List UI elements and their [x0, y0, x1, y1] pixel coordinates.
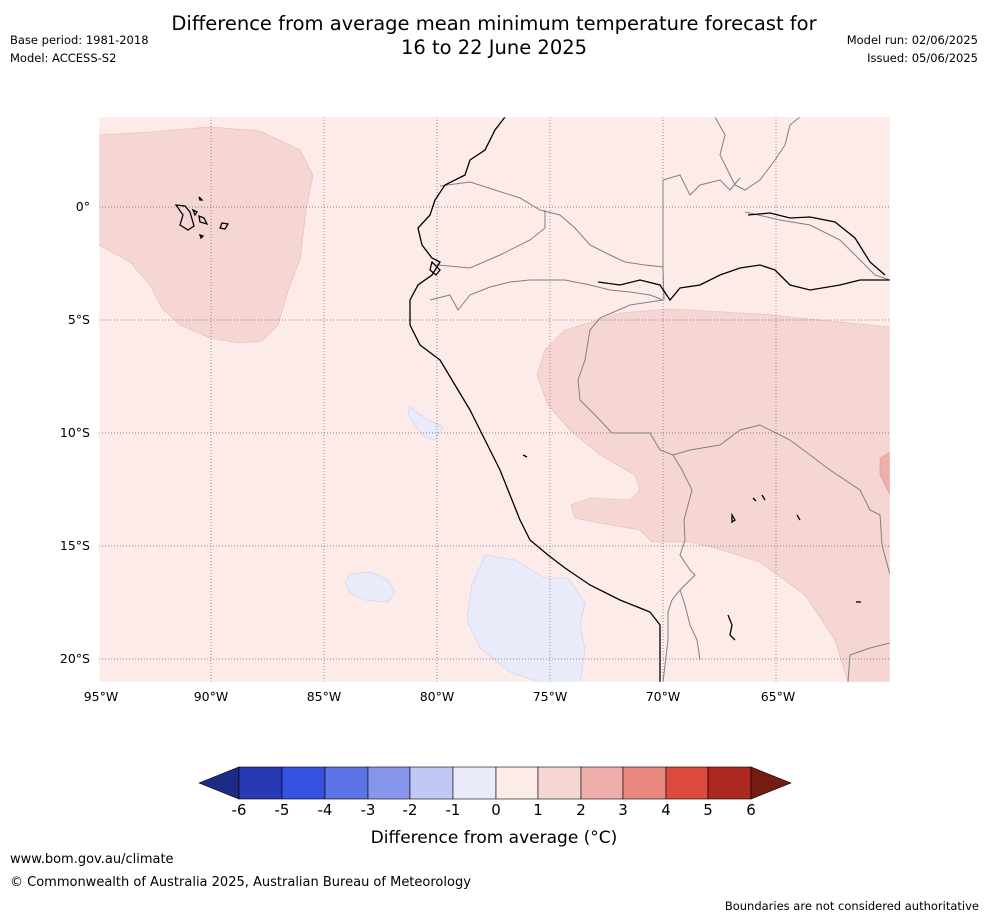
colorbar-tick: 2 [576, 801, 586, 819]
colorbar-cell [324, 766, 369, 800]
base-period-text: Base period: 1981-2018 [10, 33, 149, 47]
lon-label-85w: 85°W [306, 689, 342, 704]
anomaly-neg1-to-0-b [344, 571, 396, 603]
meta-right: Model run: 02/06/2025 Issued: 05/06/2025 [847, 31, 978, 67]
colorbar-extend-low [198, 766, 240, 800]
colorbar-tick: 3 [618, 801, 628, 819]
model-run-text: Model run: 02/06/2025 [846, 33, 978, 47]
colorbar-tick: -5 [274, 801, 290, 819]
coastlines [174, 117, 890, 682]
colorbar-tick: 0 [491, 801, 501, 819]
colorbar-tick: -3 [360, 801, 376, 819]
title-line-2: 16 to 22 June 2025 [400, 36, 588, 59]
model-text: Model: ACCESS-S2 [10, 51, 117, 65]
lat-label-10s: 10°S [59, 425, 90, 440]
map-area [99, 117, 890, 682]
lat-label-15s: 15°S [59, 538, 90, 553]
colorbar-cell [495, 766, 539, 800]
lon-label-70w: 70°W [645, 689, 681, 704]
country-borders [429, 117, 890, 682]
footer-disclaimer: Boundaries are not considered authoritat… [724, 899, 979, 913]
colorbar-cell [409, 766, 454, 800]
colorbar-tick: -6 [231, 801, 247, 819]
colorbar-tick: 6 [746, 801, 756, 819]
footer-url: www.bom.gov.au/climate [10, 852, 174, 867]
colorbar-cell [367, 766, 411, 800]
colorbar-extend-high [750, 766, 792, 800]
colorbar-tick: 4 [661, 801, 671, 819]
colorbar-tick: 1 [533, 801, 543, 819]
colorbar-cell [622, 766, 667, 800]
gridlines [99, 117, 890, 682]
colorbar-cell [281, 766, 326, 800]
anomaly-2-to-3-east [879, 451, 890, 496]
colorbar-tick: 5 [703, 801, 713, 819]
page-title: Difference from average mean minimum tem… [0, 12, 988, 60]
lat-label-5s: 5°S [67, 312, 90, 327]
colorbar-cell [452, 766, 497, 800]
footer-copyright: © Commonwealth of Australia 2025, Austra… [10, 875, 471, 890]
colorbar-tick: -2 [402, 801, 418, 819]
colorbar-tick: -4 [317, 801, 333, 819]
lon-label-95w: 95°W [83, 689, 119, 704]
anomaly-neg1-to-0-c [466, 554, 586, 682]
title-line-1: Difference from average mean minimum tem… [171, 12, 817, 35]
anomaly-neg1-to-0-a [407, 406, 444, 441]
lon-label-75w: 75°W [532, 689, 568, 704]
lon-label-90w: 90°W [193, 689, 229, 704]
anomaly-1-to-2-west [99, 126, 314, 344]
lat-label-20s: 20°S [59, 651, 90, 666]
lon-label-65w: 65°W [760, 689, 796, 704]
colorbar-cell [537, 766, 582, 800]
colorbar-title: Difference from average (°C) [370, 828, 618, 848]
lon-label-80w: 80°W [419, 689, 455, 704]
issued-text: Issued: 05/06/2025 [867, 51, 978, 65]
meta-left: Base period: 1981-2018 Model: ACCESS-S2 [10, 31, 149, 67]
anomaly-1-to-2-east [536, 308, 890, 682]
colorbar-cell [665, 766, 709, 800]
colorbar-tick: -1 [445, 801, 461, 819]
colorbar-cell [580, 766, 624, 800]
lat-label-0: 0° [75, 199, 90, 214]
colorbar-cell [238, 766, 283, 800]
colorbar-cell [707, 766, 752, 800]
